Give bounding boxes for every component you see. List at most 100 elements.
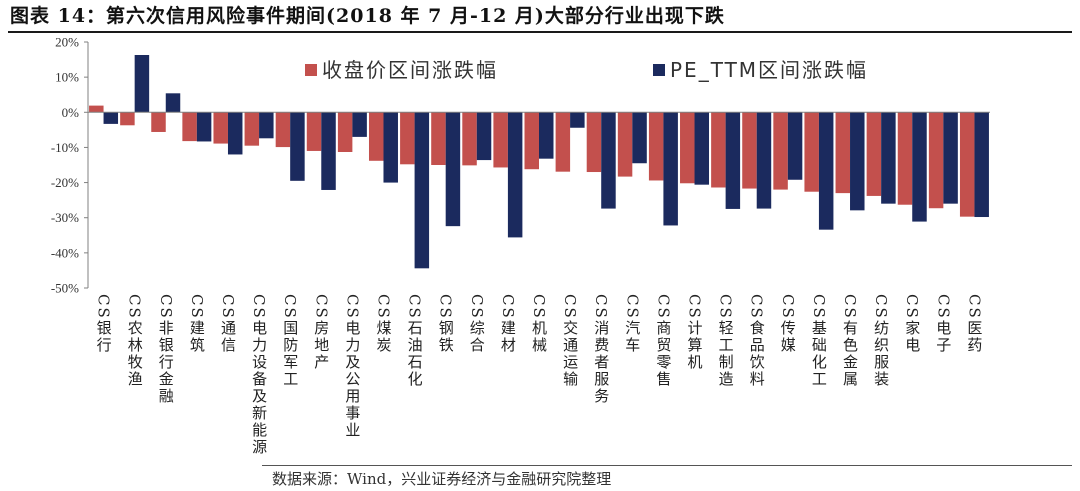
pe-ttm-bar-2 [134, 55, 150, 113]
close-price-bar-2 [120, 112, 135, 126]
pe-ttm-bar-16 [570, 112, 585, 128]
pe-ttm-bar-20 [694, 112, 710, 185]
close-price-bar-16 [555, 112, 571, 172]
category-label-10: CS煤炭 [374, 294, 393, 354]
close-price-bar-11 [400, 112, 415, 165]
legend-label-close-price: 收盘价区间涨跌幅 [322, 58, 498, 82]
close-price-bar-9 [337, 112, 353, 152]
category-label-6: CS电力设备及新能源 [250, 294, 269, 456]
close-price-bar-17 [586, 112, 602, 173]
category-label-8: CS房地产 [312, 294, 331, 371]
pe-ttm-bar-22 [756, 112, 772, 209]
pe-ttm-bar-11 [414, 112, 430, 269]
category-label-15: CS机械 [530, 294, 548, 354]
pe-ttm-bar-10 [383, 112, 398, 183]
close-price-bar-20 [680, 112, 695, 184]
category-label-2: CS农林牧渔 [125, 294, 144, 388]
y-tick-label-6: -30% [51, 210, 79, 225]
pe-ttm-bar-27 [912, 112, 927, 222]
category-label-21: CS轻工制造 [716, 294, 735, 388]
close-price-bar-7 [275, 112, 291, 148]
y-tick-label-2: 10% [55, 70, 79, 85]
close-price-bar-12 [431, 112, 446, 165]
y-tick-label-7: -40% [51, 245, 79, 260]
category-label-1: CS银行 [94, 294, 113, 354]
close-price-bar-21 [711, 112, 726, 188]
pe-ttm-bar-21 [725, 112, 741, 209]
pe-ttm-bar-29 [974, 112, 989, 218]
close-price-bar-13 [462, 112, 477, 166]
category-label-13: CS综合 [467, 294, 486, 354]
pe-ttm-bar-6 [259, 112, 274, 139]
close-price-bar-4 [182, 112, 197, 142]
category-label-24: CS基础化工 [809, 294, 828, 388]
y-tick-label-4: -10% [51, 140, 79, 155]
title-divider [8, 31, 1072, 33]
category-label-12: CS钢铁 [436, 294, 455, 354]
pe-ttm-bar-5 [227, 112, 243, 155]
close-price-bar-1 [89, 105, 104, 113]
y-axis: 20% 10% 0% -10% -20% -30% -40% -50% [51, 35, 89, 296]
category-label-17: CS消费者服务 [592, 294, 611, 405]
category-label-5: CS通信 [219, 294, 237, 354]
pe-ttm-bar-8 [321, 112, 336, 190]
pe-ttm-bar-7 [290, 112, 305, 181]
category-label-25: CS有色金属 [841, 294, 859, 388]
close-price-bar-29 [959, 112, 975, 217]
close-price-bar-23 [773, 112, 788, 190]
close-price-bar-10 [368, 112, 384, 161]
category-label-26: CS纺织服装 [872, 294, 891, 388]
y-tick-label-3: 0% [62, 105, 80, 120]
close-price-bar-18 [617, 112, 633, 177]
close-price-bar-26 [866, 112, 882, 196]
category-label-16: CS交通运输 [561, 294, 580, 388]
category-label-14: CS建材 [498, 294, 517, 354]
pe-ttm-bar-24 [818, 112, 834, 230]
close-price-bar-24 [804, 112, 819, 192]
pe-ttm-bar-28 [943, 112, 958, 204]
pe-ttm-bar-9 [352, 112, 367, 137]
close-price-bar-25 [835, 112, 851, 194]
legend-label-pe-ttm: PE_TTM区间涨跌幅 [670, 58, 869, 82]
y-tick-label-5: -20% [51, 175, 79, 190]
pe-ttm-bar-3 [165, 93, 181, 113]
pe-ttm-bar-18 [632, 112, 647, 164]
category-label-19: CS商贸零售 [654, 294, 673, 388]
category-label-4: CS建筑 [187, 294, 206, 354]
close-price-bar-27 [897, 112, 913, 205]
close-price-bar-5 [213, 112, 228, 144]
legend-swatch-close-price [305, 64, 317, 76]
category-label-9: CS电力及公用事业 [343, 294, 362, 439]
pe-ttm-bar-1 [103, 112, 119, 124]
category-label-27: CS家电 [903, 294, 922, 354]
pe-ttm-bar-26 [881, 112, 896, 204]
pe-ttm-bar-13 [476, 112, 492, 161]
close-price-bar-15 [524, 112, 539, 170]
pe-ttm-bar-12 [445, 112, 461, 227]
pe-ttm-bar-4 [196, 112, 212, 142]
bar-chart: 20% 10% 0% -10% -20% -30% -40% -50% [51, 35, 990, 296]
close-price-bar-3 [151, 112, 166, 132]
close-price-bar-14 [493, 112, 508, 168]
page-title: 图表 14：第六次信用风险事件期间(2018 年 7 月-12 月)大部分行业出… [10, 5, 725, 27]
category-label-18: CS汽车 [623, 294, 642, 354]
close-price-bar-6 [244, 112, 260, 146]
category-label-29: CS医药 [965, 294, 984, 354]
source-note: 数据来源：Wind，兴业证券经济与金融研究院整理 [272, 470, 612, 488]
close-price-bar-19 [648, 112, 664, 181]
category-label-7: CS国防军工 [281, 294, 300, 388]
y-tick-label-8: -50% [51, 281, 79, 296]
pe-ttm-bar-17 [601, 112, 616, 209]
category-label-28: CS电子 [934, 294, 953, 354]
y-tick-label-1: 20% [55, 35, 79, 50]
category-label-3: CS非银行金融 [156, 294, 175, 405]
legend-swatch-pe-ttm [653, 64, 665, 76]
pe-ttm-bar-25 [850, 112, 865, 211]
category-label-23: CS传媒 [778, 294, 797, 354]
close-price-bar-28 [928, 112, 944, 209]
close-price-bar-8 [306, 112, 322, 151]
category-label-20: CS计算机 [685, 294, 704, 371]
category-label-22: CS食品饮料 [747, 294, 766, 388]
close-price-bar-22 [742, 112, 757, 189]
pe-ttm-bar-14 [507, 112, 523, 238]
